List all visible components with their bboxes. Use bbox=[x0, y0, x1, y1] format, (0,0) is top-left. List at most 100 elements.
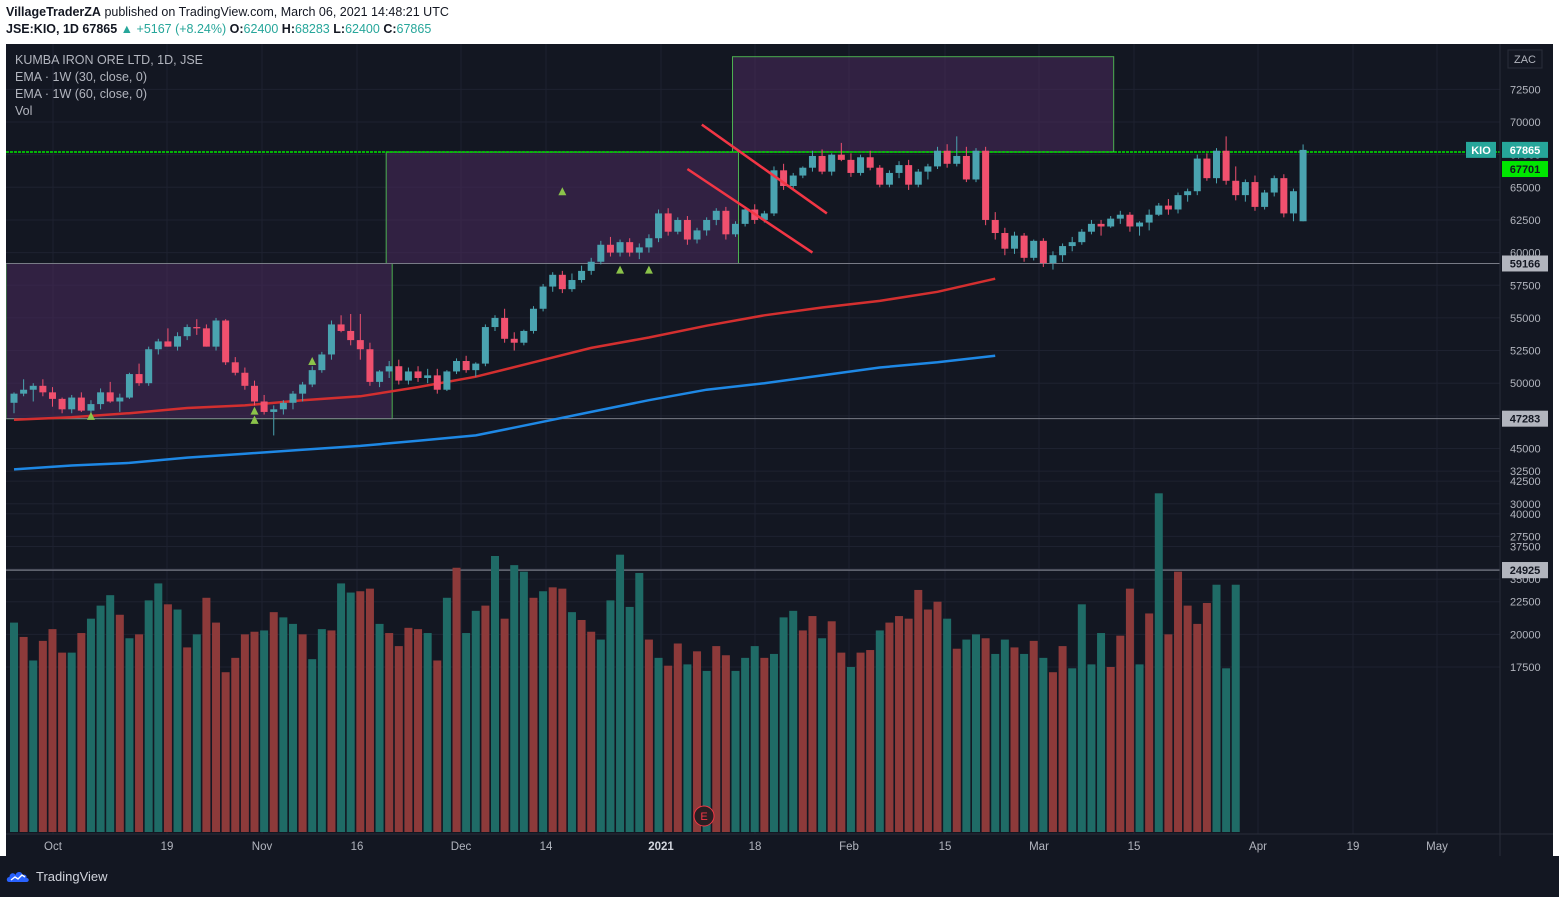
volume-bars bbox=[10, 493, 1240, 832]
price-label-level: 59166 bbox=[1510, 258, 1541, 270]
candle-body bbox=[578, 270, 586, 281]
legend-ema-60[interactable]: EMA · 1W (60, close, 0) bbox=[15, 87, 147, 101]
volume-bar bbox=[442, 597, 451, 832]
candle-body bbox=[760, 213, 768, 220]
candle-body bbox=[549, 274, 557, 287]
volume-bar bbox=[1222, 668, 1231, 832]
time-tick-label: 15 bbox=[939, 841, 952, 853]
close-value: 67865 bbox=[396, 22, 432, 36]
high-value: 68283 bbox=[295, 22, 330, 36]
volume-bar bbox=[462, 633, 471, 832]
time-tick-label: 18 bbox=[749, 841, 762, 853]
legend-ema-30[interactable]: EMA · 1W (30, close, 0) bbox=[15, 70, 147, 84]
candle-body bbox=[529, 308, 537, 331]
chart-area[interactable]: E725007000067500650006250060000575005500… bbox=[5, 44, 1553, 856]
candle-body bbox=[1299, 149, 1307, 222]
volume-bar bbox=[779, 617, 788, 832]
volume-bar bbox=[1068, 668, 1077, 832]
volume-bar bbox=[38, 640, 47, 832]
signal-triangle bbox=[86, 411, 95, 420]
volume-bar bbox=[846, 667, 855, 832]
published-text: published on TradingView.com, March 06, … bbox=[104, 5, 449, 19]
volume-bar bbox=[654, 657, 663, 832]
candle-body bbox=[520, 330, 528, 343]
candle-body bbox=[1289, 191, 1297, 214]
candle-body bbox=[780, 170, 788, 186]
time-tick-label: Nov bbox=[252, 841, 273, 853]
volume-bar bbox=[1106, 667, 1115, 832]
candle-body bbox=[366, 349, 374, 382]
legend-title: KUMBA IRON ORE LTD, 1D, JSE bbox=[15, 53, 204, 67]
ema-line bbox=[13, 277, 996, 422]
candle-body bbox=[587, 261, 595, 271]
volume-bar bbox=[96, 605, 105, 832]
candle-body bbox=[789, 175, 797, 186]
volume-bar bbox=[721, 655, 730, 832]
ohlc-line: JSE:KIO, 1D 67865 ▲ +5167 (+8.24%) O:624… bbox=[6, 22, 431, 36]
candle-body bbox=[655, 213, 663, 239]
price-change: ▲ +5167 (+8.24%) bbox=[120, 22, 227, 36]
earnings-marker bbox=[693, 805, 715, 827]
candle-body bbox=[1193, 158, 1201, 192]
candle-body bbox=[885, 172, 893, 185]
price-tick-label: 40000 bbox=[1510, 509, 1541, 521]
candle-body bbox=[1030, 240, 1038, 258]
volume-bar bbox=[202, 597, 211, 832]
volume-bar bbox=[616, 554, 625, 832]
low-label: L: bbox=[333, 22, 346, 36]
candle-body bbox=[972, 150, 980, 180]
volume-bar bbox=[577, 619, 586, 832]
volume-bar bbox=[1058, 646, 1067, 832]
time-tick-label: 14 bbox=[540, 841, 553, 853]
volume-bar bbox=[1116, 635, 1125, 832]
candle-body bbox=[222, 320, 230, 363]
volume-bar bbox=[866, 650, 875, 832]
candle-body bbox=[414, 371, 422, 378]
time-tick-label: Apr bbox=[1249, 841, 1267, 853]
candle-body bbox=[962, 155, 970, 180]
volume-bar bbox=[279, 617, 288, 832]
currency-box bbox=[1507, 49, 1543, 69]
price-tick-label: 55000 bbox=[1510, 313, 1541, 325]
candle-body bbox=[433, 375, 441, 390]
volume-bar bbox=[741, 657, 750, 832]
signal-triangle bbox=[644, 265, 653, 274]
candle-body bbox=[39, 385, 47, 393]
volume-bar bbox=[163, 604, 172, 832]
candle-body bbox=[770, 170, 778, 214]
tradingview-logo[interactable]: TradingView bbox=[6, 868, 108, 884]
candle-body bbox=[1059, 246, 1067, 256]
candle-body bbox=[1155, 205, 1163, 215]
time-tick-label: Oct bbox=[44, 841, 63, 853]
price-tick-label: 30000 bbox=[1510, 499, 1541, 511]
author-name[interactable]: VillageTraderZA bbox=[6, 5, 101, 19]
candle-body bbox=[356, 340, 364, 350]
candle-body bbox=[1203, 158, 1211, 179]
volume-bar bbox=[972, 634, 980, 832]
volume-bar bbox=[856, 652, 865, 832]
volume-bar bbox=[673, 643, 682, 832]
volume-bar bbox=[29, 660, 38, 832]
candle-body bbox=[308, 370, 316, 385]
volume-bar bbox=[962, 639, 971, 832]
candle-body bbox=[866, 157, 874, 168]
tradingview-cloud-icon bbox=[6, 872, 29, 882]
candle-body bbox=[1049, 255, 1057, 264]
volume-bar bbox=[587, 631, 596, 832]
volume-bar bbox=[375, 623, 384, 832]
signal-triangle bbox=[250, 415, 259, 424]
candle-body bbox=[991, 219, 999, 234]
price-chart[interactable]: E725007000067500650006250060000575005500… bbox=[5, 44, 1553, 856]
candle-body bbox=[1126, 214, 1134, 227]
candle-body bbox=[982, 150, 990, 220]
volume-bar bbox=[529, 597, 538, 832]
volume-bar bbox=[885, 622, 894, 832]
volume-bar bbox=[904, 618, 913, 832]
candle-body bbox=[597, 244, 605, 262]
volume-bar bbox=[827, 621, 836, 832]
candle-body bbox=[510, 338, 518, 343]
price-tick-label: 45000 bbox=[1510, 444, 1541, 456]
legend-volume[interactable]: Vol bbox=[15, 104, 33, 118]
time-tick-label: May bbox=[1426, 841, 1448, 853]
volume-bar bbox=[558, 588, 567, 832]
